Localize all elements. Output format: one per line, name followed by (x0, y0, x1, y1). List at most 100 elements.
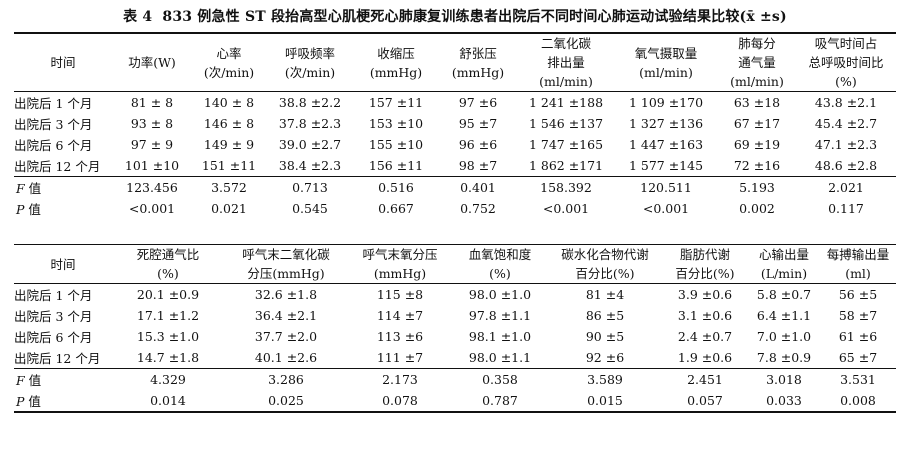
table-cell: 1 862 ±171 (528, 158, 604, 173)
header-line: 二氧化碳 (540, 36, 591, 51)
header-line: 脂肪代谢 (679, 247, 730, 262)
table-cell: 140 ± 8 (203, 95, 255, 110)
table-cell: 38.4 ±2.3 (278, 158, 342, 173)
table-cell: 37.7 ±2.0 (254, 329, 318, 344)
f-value-cell: 2.173 (382, 372, 418, 387)
stat-letter: F (16, 373, 25, 388)
table-cell: 156 ±11 (368, 158, 424, 173)
stat-letter: F (16, 181, 25, 196)
table-cell: 17.1 ±1.2 (136, 308, 200, 323)
f-value-cell: 120.511 (640, 180, 692, 195)
table2-col-header-8: 每搏输出量 (ml) (820, 245, 896, 284)
p-value-cell: 0.117 (828, 201, 864, 216)
f-value-row: F 值 4.329 3.286 2.173 0.358 3.589 2.451 3.018 3.… (14, 368, 896, 391)
p-value-cell: 0.667 (378, 201, 414, 216)
row-label: 出院后 6 个月 (14, 330, 93, 345)
p-value-cell: 0.002 (739, 201, 775, 216)
f-value-row: F 值 123.456 3.572 0.713 0.516 0.401 158.392 120… (14, 176, 896, 199)
table-cell: 37.8 ±2.3 (278, 116, 342, 131)
header-line: 呼气末二氧化碳 (242, 247, 330, 262)
table1-col-header-6: 二氧化碳 排出量 (ml/min) (518, 33, 614, 92)
header-line: (mmHg) (451, 64, 505, 80)
table-cell: 65 ±7 (838, 350, 878, 365)
header-line: 排出量 (547, 55, 585, 70)
header-line: 血氧饱和度 (468, 247, 532, 262)
f-value-label: F 值 (14, 177, 112, 199)
table-cell: 97 ± 9 (130, 137, 174, 152)
header-line: (%) (489, 266, 511, 281)
table-cell: 155 ±10 (368, 137, 424, 152)
header-line: (次/min) (203, 64, 255, 80)
table2-col-header-0: 时间 (14, 245, 112, 284)
table-cell: 56 ±5 (838, 287, 878, 302)
header-line: 时间 (50, 256, 76, 272)
table-cell: 81 ± 8 (130, 95, 174, 110)
table-cell: 14.7 ±1.8 (136, 350, 200, 365)
header-line: 分压(mmHg) (247, 266, 325, 281)
table-cell: 97 ±6 (458, 95, 498, 110)
table-cell: 115 ±8 (376, 287, 424, 302)
table-cell: 96 ±6 (458, 137, 498, 152)
header-line: (ml/min) (639, 64, 693, 80)
header-line: 肺每分 (738, 36, 776, 51)
header-line: 呼吸频率 (284, 45, 335, 61)
table-cell: 7.8 ±0.9 (756, 350, 812, 365)
table-cell: 86 ±5 (585, 308, 625, 323)
p-value-cell: <0.001 (542, 201, 590, 216)
p-value-cell: 0.057 (687, 393, 723, 408)
p-value-cell: 0.015 (587, 393, 623, 408)
p-value-cell: 0.025 (268, 393, 304, 408)
table-cell: 47.1 ±2.3 (814, 137, 878, 152)
f-value-cell: 0.401 (460, 180, 496, 195)
stat-suffix: 值 (24, 202, 41, 217)
table1-header-row: 时间 功率(W) 心率 (次/min) 呼吸频率 (次/min) 收缩压 (mmHg) 舒张压 (… (14, 33, 896, 92)
table1-col-header-2: 心率 (次/min) (192, 33, 266, 92)
f-value-cell: 123.456 (126, 180, 178, 195)
table-cell: 1 447 ±163 (628, 137, 704, 152)
header-line: 氧气摄取量 (634, 45, 698, 61)
p-value-cell: 0.545 (292, 201, 328, 216)
f-value-cell: 5.193 (739, 180, 775, 195)
header-line: (L/min) (760, 266, 808, 281)
table1-col-header-3: 呼吸频率 (次/min) (266, 33, 354, 92)
header-line: 每搏输出量 (826, 247, 890, 262)
table-cell: 1 109 ±170 (628, 95, 704, 110)
f-value-cell: 0.516 (378, 180, 414, 195)
table1-col-header-7: 氧气摄取量 (ml/min) (614, 33, 718, 92)
table-number: 表 4 (123, 9, 153, 25)
f-value-cell: 3.589 (587, 372, 623, 387)
table-cell: 92 ±6 (585, 350, 625, 365)
table-row: 出院后 12 个月 14.7 ±1.8 40.1 ±2.6 111 ±7 98.0 ±1… (14, 347, 896, 369)
table-cell: 3.9 ±0.6 (677, 287, 733, 302)
table-cell: 7.0 ±1.0 (756, 329, 812, 344)
stat-suffix: 值 (24, 181, 42, 196)
table1-col-header-1: 功率(W) (112, 33, 192, 92)
row-label: 出院后 6 个月 (14, 138, 93, 153)
header-line: 死腔通气比 (136, 247, 200, 262)
f-value-cell: 3.286 (268, 372, 304, 387)
table-cell: 36.4 ±2.1 (254, 308, 318, 323)
table-row: 出院后 1 个月 20.1 ±0.9 32.6 ±1.8 115 ±8 98.0 ±1.… (14, 283, 896, 306)
header-line: 功率(W) (128, 55, 176, 70)
table-cell: 113 ±6 (376, 329, 424, 344)
table-cell: 101 ±10 (124, 158, 180, 173)
table2-col-header-4: 血氧饱和度 (%) (452, 245, 548, 284)
table-cell: 153 ±10 (368, 116, 424, 131)
header-line: (%) (835, 74, 857, 89)
table-cell: 146 ± 8 (203, 116, 255, 131)
p-value-label: P 值 (14, 198, 112, 219)
table-row: 出院后 6 个月 97 ± 9 149 ± 9 39.0 ±2.7 155 ±10 96 … (14, 134, 896, 155)
p-value-cell: 0.752 (460, 201, 496, 216)
header-line: 百分比(%) (675, 266, 735, 281)
f-value-cell: 158.392 (540, 180, 592, 195)
table1-col-header-4: 收缩压 (mmHg) (354, 33, 438, 92)
table-cell: 1 747 ±165 (528, 137, 604, 152)
table1-col-header-0: 时间 (14, 33, 112, 92)
table-cell: 61 ±6 (838, 329, 878, 344)
table-cell: 111 ±7 (376, 350, 424, 365)
header-line: 百分比(%) (575, 266, 635, 281)
table-row: 出院后 3 个月 93 ± 8 146 ± 8 37.8 ±2.3 153 ±10 95 … (14, 113, 896, 134)
table1-col-header-9: 吸气时间占 总呼吸时间比 (%) (796, 33, 896, 92)
table2-col-header-7: 心输出量 (L/min) (748, 245, 820, 284)
f-value-cell: 2.451 (687, 372, 723, 387)
